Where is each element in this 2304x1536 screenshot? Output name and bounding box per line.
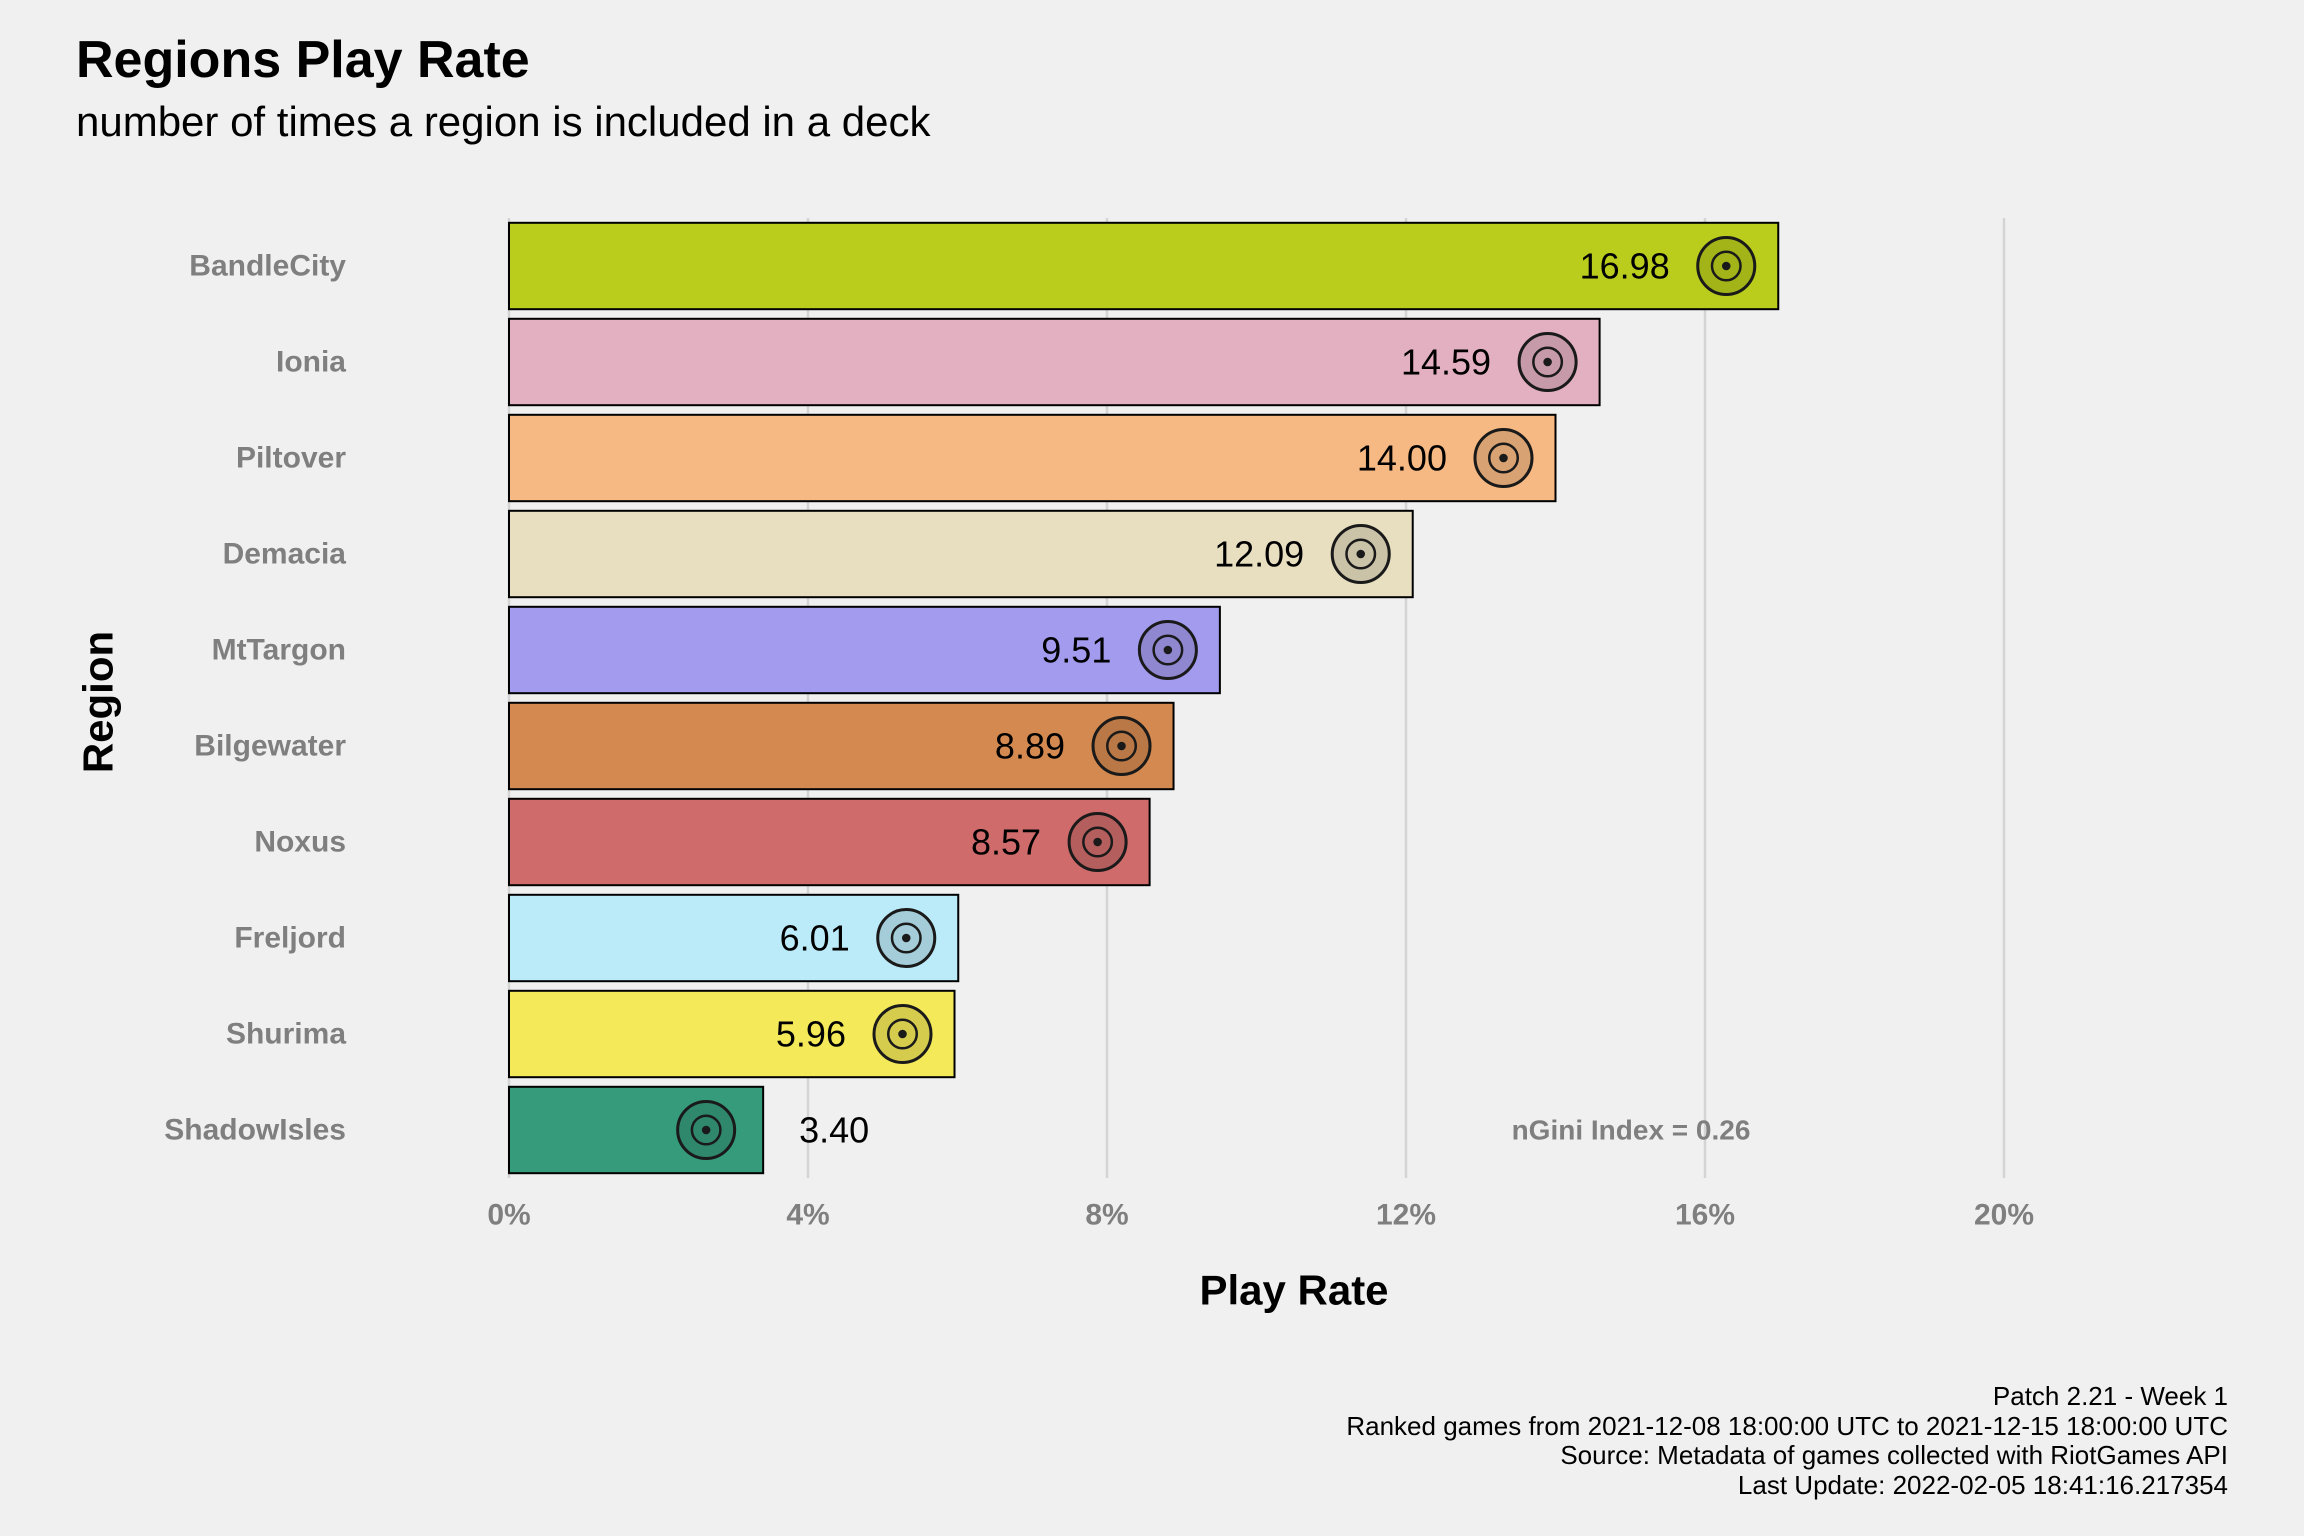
y-tick-label: Bilgewater — [194, 730, 346, 763]
y-tick-label: Freljord — [234, 922, 346, 955]
bar — [508, 701, 1175, 791]
x-tick-label: 8% — [1085, 1199, 1128, 1232]
y-tick-label: ShadowIsles — [164, 1114, 346, 1147]
chart-subtitle: number of times a region is included in … — [76, 98, 931, 145]
gini-annotation: nGini Index = 0.26 — [1512, 1115, 1751, 1146]
x-tick-label: 12% — [1376, 1199, 1436, 1232]
x-tick-label: 4% — [786, 1199, 829, 1232]
data-label: 9.51 — [1041, 630, 1111, 671]
caption-line: Ranked games from 2021-12-08 18:00:00 UT… — [1346, 1410, 2228, 1441]
piltover-icon — [1473, 427, 1534, 489]
bar — [508, 221, 1780, 311]
caption-line: Patch 2.21 - Week 1 — [1992, 1381, 2228, 1411]
y-tick-label: Shurima — [226, 1018, 346, 1051]
y-axis-title: Region — [75, 631, 122, 773]
ionia-icon — [1517, 331, 1578, 393]
y-tick-label: Demacia — [223, 538, 347, 571]
data-label: 12.09 — [1214, 534, 1304, 575]
bar — [508, 605, 1221, 695]
data-label: 16.98 — [1580, 246, 1670, 287]
x-axis-title: Play Rate — [1199, 1267, 1388, 1314]
noxus-icon — [1067, 811, 1128, 873]
data-label: 5.96 — [776, 1014, 846, 1055]
y-tick-label: MtTargon — [212, 634, 346, 667]
freljord-icon — [876, 907, 937, 969]
caption-line: Last Update: 2022-02-05 18:41:16.217354 — [1737, 1469, 2228, 1500]
bar — [508, 509, 1414, 599]
data-label: 3.40 — [799, 1110, 869, 1151]
data-label: 14.59 — [1401, 342, 1491, 383]
chart-title: Regions Play Rate — [76, 31, 530, 89]
bar — [508, 797, 1151, 887]
bilgewater-icon — [1091, 715, 1152, 777]
demacia-icon — [1330, 523, 1391, 585]
data-label: 8.89 — [995, 726, 1065, 767]
shadow-isles-icon — [676, 1099, 737, 1161]
caption: Patch 2.21 - Week 1 Ranked games from 20… — [1346, 1381, 2228, 1500]
bar — [508, 989, 956, 1079]
y-tick-label: Noxus — [254, 826, 346, 859]
bar — [508, 317, 1601, 407]
bar — [508, 893, 960, 983]
x-tick-label: 0% — [487, 1199, 530, 1232]
y-tick-label: BandleCity — [189, 250, 346, 283]
data-label: 6.01 — [780, 918, 850, 959]
mt-targon-icon — [1137, 619, 1198, 681]
y-tick-label: Ionia — [276, 346, 346, 379]
data-label: 14.00 — [1357, 438, 1447, 479]
y-tick-label: Piltover — [236, 442, 346, 475]
data-label: 8.57 — [971, 822, 1041, 863]
bar — [508, 413, 1557, 503]
x-tick-label: 16% — [1675, 1199, 1735, 1232]
x-tick-label: 20% — [1974, 1199, 2034, 1232]
shurima-icon — [872, 1003, 933, 1065]
caption-line: Source: Metadata of games collected with… — [1560, 1440, 2228, 1470]
bandle-city-icon — [1696, 235, 1757, 297]
